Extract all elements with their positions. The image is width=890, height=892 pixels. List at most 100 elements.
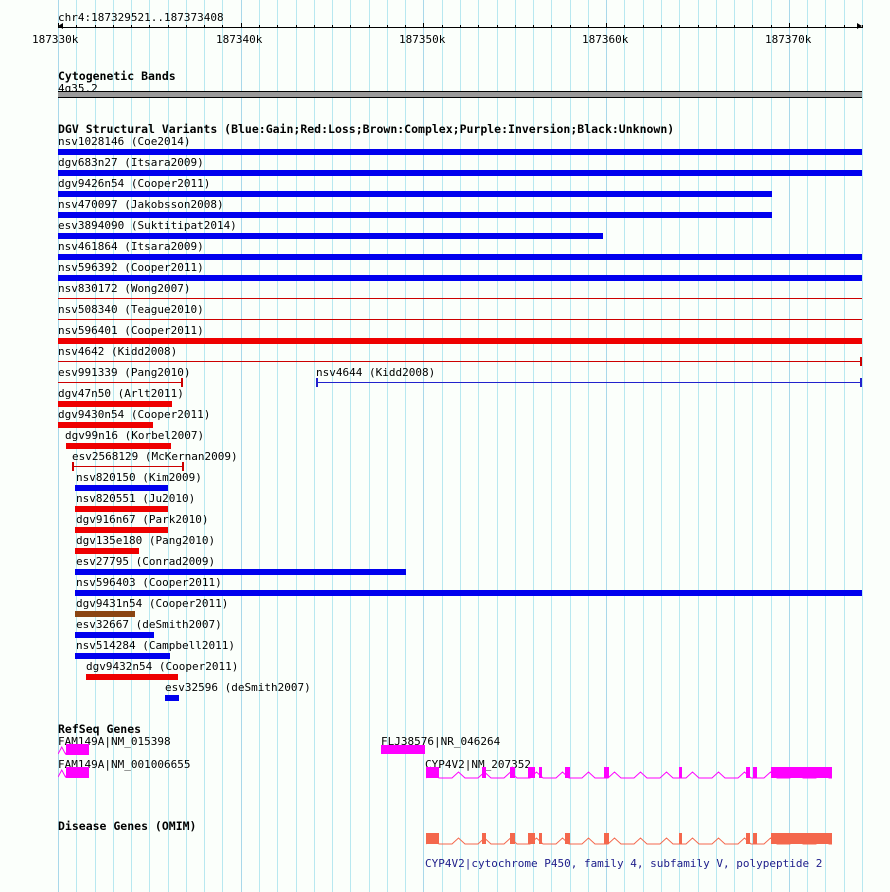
omim-gene-exon[interactable] [539,833,542,844]
gridline [734,0,735,892]
variant-label[interactable]: dgv9426n54 (Cooper2011) [58,177,211,190]
variant-bar[interactable] [58,422,153,428]
refseq-gene-label[interactable]: CYP4V2|NM_207352 [425,758,531,771]
variant-bar[interactable] [58,338,862,344]
omim-gene-exon[interactable] [679,833,682,844]
variant-bar[interactable] [58,191,772,197]
variant-line[interactable] [316,382,862,383]
omim-gene-exon[interactable] [753,833,757,844]
gridline [825,0,826,892]
variant-bar[interactable] [75,611,135,617]
gridline [789,0,790,892]
variant-bar[interactable] [75,653,170,659]
variant-bar[interactable] [58,275,862,281]
gene-exon[interactable] [528,767,535,778]
variant-label[interactable]: nsv820150 (Kim2009) [76,471,202,484]
gene-exon[interactable] [510,767,515,778]
variant-line[interactable] [58,361,862,362]
variant-label[interactable]: dgv47n50 (Arlt2011) [58,387,184,400]
gene-exon[interactable] [679,767,682,778]
variant-line[interactable] [58,298,862,299]
gene-exon[interactable] [753,767,757,778]
gridline [752,0,753,892]
omim-gene-exon[interactable] [604,833,609,844]
omim-gene-exon[interactable] [426,833,439,844]
variant-label[interactable]: nsv508340 (Teague2010) [58,303,204,316]
omim-gene-exon[interactable] [565,833,570,844]
variant-bar[interactable] [75,590,862,596]
variant-bar[interactable] [75,527,168,533]
gene-exon[interactable] [66,767,89,778]
variant-bar[interactable] [66,443,171,449]
cytoband-bar[interactable] [58,91,862,98]
ruler-tick [350,25,351,28]
refseq-gene-label[interactable]: FAM149A|NM_001006655 [58,758,191,771]
gene-exon[interactable] [381,745,425,754]
variant-label[interactable]: dgv683n27 (Itsara2009) [58,156,204,169]
variant-bar[interactable] [86,674,178,680]
gene-exon[interactable] [746,767,750,778]
locus-label: chr4:187329521..187373408 [58,11,224,24]
variant-label[interactable]: nsv461864 (Itsara2009) [58,240,204,253]
variant-label[interactable]: nsv514284 (Campbell2011) [76,639,235,652]
variant-bar[interactable] [58,401,172,407]
variant-bar[interactable] [75,485,168,491]
variant-bar[interactable] [58,212,772,218]
variant-line[interactable] [58,319,862,320]
omim-gene-exon[interactable] [528,833,535,844]
variant-label[interactable]: esv32667 (deSmith2007) [76,618,222,631]
variant-label[interactable]: esv3894090 (Suktitipat2014) [58,219,237,232]
variant-label[interactable]: dgv916n67 (Park2010) [76,513,209,526]
variant-line[interactable] [72,466,184,467]
variant-label[interactable]: nsv820551 (Ju2010) [76,492,196,505]
ruler-tick [296,25,297,28]
variant-label[interactable]: esv2568129 (McKernan2009) [72,450,238,463]
ruler-tick [332,25,333,28]
variant-label[interactable]: dgv9432n54 (Cooper2011) [86,660,239,673]
variant-label[interactable]: esv32596 (deSmith2007) [165,681,311,694]
gene-exon[interactable] [66,744,89,755]
gene-exon[interactable] [539,767,542,778]
gene-exon[interactable] [771,767,832,778]
omim-gene-label[interactable]: CYP4V2|cytochrome P450, family 4, subfam… [425,857,823,870]
variant-label[interactable]: nsv4642 (Kidd2008) [58,345,178,358]
variant-bar[interactable] [75,506,168,512]
variant-bar[interactable] [58,149,862,155]
gene-exon[interactable] [426,767,439,778]
variant-label[interactable]: dgv99n16 (Korbel2007) [65,429,205,442]
variant-label[interactable]: dgv9430n54 (Cooper2011) [58,408,211,421]
omim-gene-exon[interactable] [482,833,486,844]
gene-exon[interactable] [565,767,570,778]
variant-label[interactable]: nsv1028146 (Coe2014) [58,135,191,148]
variant-label[interactable]: nsv596403 (Cooper2011) [76,576,222,589]
refseq-gene-label[interactable]: FLJ38576|NR_046264 [381,735,501,748]
variant-label[interactable]: dgv135e180 (Pang2010) [76,534,216,547]
gene-exon[interactable] [604,767,609,778]
ruler-tick [533,25,534,28]
variant-line[interactable] [58,382,183,383]
variant-bar[interactable] [58,170,862,176]
variant-label[interactable]: dgv9431n54 (Cooper2011) [76,597,229,610]
variant-bar[interactable] [58,254,862,260]
gridline [259,0,260,892]
ruler-tick-label: 187350k [399,33,446,46]
gene-exon[interactable] [482,767,486,778]
variant-label[interactable]: esv27795 (Conrad2009) [76,555,216,568]
variant-bar[interactable] [75,548,139,554]
variant-bar[interactable] [75,569,406,575]
variant-bar[interactable] [165,695,179,701]
variant-bar[interactable] [58,233,603,239]
section-title-dgv-structural-variants: DGV Structural Variants (Blue:Gain;Red:L… [58,122,675,136]
variant-label[interactable]: nsv596401 (Cooper2011) [58,324,204,337]
variant-label[interactable]: nsv4644 (Kidd2008) [316,366,436,379]
variant-label[interactable]: nsv596392 (Cooper2011) [58,261,204,274]
omim-gene-exon[interactable] [771,833,832,844]
variant-label[interactable]: nsv470097 (Jakobsson2008) [58,198,224,211]
variant-label[interactable]: esv991339 (Pang2010) [58,366,191,379]
variant-bar[interactable] [75,632,154,638]
gridline [716,0,717,892]
omim-gene-exon[interactable] [746,833,750,844]
variant-label[interactable]: nsv830172 (Wong2007) [58,282,191,295]
omim-gene-exon[interactable] [510,833,515,844]
